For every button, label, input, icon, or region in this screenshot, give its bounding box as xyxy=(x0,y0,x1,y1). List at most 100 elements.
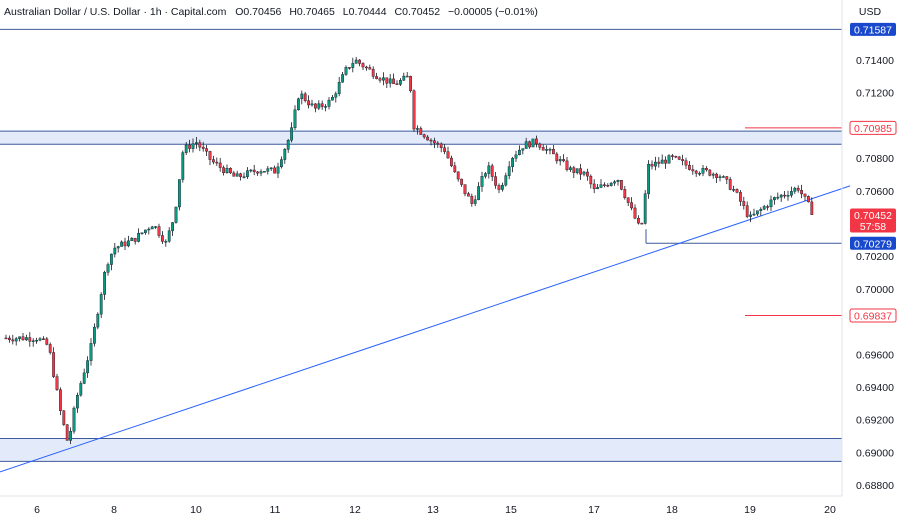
candle-body-73 xyxy=(252,169,256,173)
candle-155 xyxy=(531,138,535,148)
candle-77 xyxy=(266,166,270,175)
candle-body-160 xyxy=(548,148,552,151)
candle-75 xyxy=(259,169,263,177)
candle-100 xyxy=(344,65,348,76)
candle-body-137 xyxy=(470,195,474,204)
candle-body-16 xyxy=(59,389,62,411)
candle-body-177 xyxy=(606,185,610,187)
candle-121 xyxy=(416,125,419,135)
candle-34 xyxy=(120,240,124,247)
time-tick-label-4: 12 xyxy=(349,504,361,516)
candle-body-1 xyxy=(7,337,11,341)
candle-body-148 xyxy=(507,166,511,176)
candle-152 xyxy=(521,148,525,155)
candle-body-187 xyxy=(640,222,644,225)
low-value: 0.70444 xyxy=(349,6,387,18)
candle-body-13 xyxy=(48,344,52,353)
candle-body-142 xyxy=(487,165,491,174)
candle-136 xyxy=(467,191,470,197)
candle-body-113 xyxy=(388,78,392,84)
candle-130 xyxy=(446,146,450,159)
candle-173 xyxy=(592,179,596,194)
candle-128 xyxy=(439,142,443,153)
price-tag-bg-1 xyxy=(849,120,897,135)
candle-body-214 xyxy=(732,189,736,191)
candle-174 xyxy=(596,184,600,190)
candle-body-124 xyxy=(426,136,429,141)
candle-body-155 xyxy=(531,138,535,148)
candle-1 xyxy=(7,335,11,343)
candle-body-37 xyxy=(130,237,134,242)
candle-body-17 xyxy=(62,410,66,425)
candle-body-131 xyxy=(450,157,453,167)
candle-body-48 xyxy=(167,230,171,242)
price-tag-text-3: 0.70279 xyxy=(854,238,892,250)
candle-54 xyxy=(188,139,191,153)
candle-body-104 xyxy=(358,59,361,64)
price-axis[interactable]: 0.71400 0.71200 0.70800 0.70600 0.70200 0.700… xyxy=(856,55,894,492)
price-tick-label-8: 0.69200 xyxy=(856,415,894,427)
candle-85 xyxy=(293,105,297,131)
candle-body-60 xyxy=(208,151,212,160)
candle-57 xyxy=(198,139,202,152)
candle-body-66 xyxy=(228,168,232,174)
candle-body-216 xyxy=(739,192,742,202)
candle-15 xyxy=(55,373,59,392)
candle-body-29 xyxy=(103,272,107,295)
candle-205 xyxy=(701,165,705,177)
candle-158 xyxy=(541,144,545,151)
price-tag-bg-0 xyxy=(850,22,896,36)
candle-166 xyxy=(569,165,572,173)
candle-body-151 xyxy=(518,149,521,156)
candle-66 xyxy=(228,167,232,175)
candle-25 xyxy=(89,338,93,366)
candle-232 xyxy=(793,186,797,194)
candle-body-219 xyxy=(749,214,753,217)
price-tag-text-0: 0.71587 xyxy=(854,24,892,36)
candle-body-147 xyxy=(504,175,508,186)
candle-body-140 xyxy=(480,176,484,187)
candle-body-134 xyxy=(460,178,463,185)
candle-body-10 xyxy=(38,338,42,341)
candle-body-72 xyxy=(249,169,253,172)
candle-body-188 xyxy=(643,193,647,224)
candle-49 xyxy=(171,222,174,236)
candle-body-77 xyxy=(266,168,270,172)
price-tick-label-5: 0.70000 xyxy=(856,284,894,296)
candle-body-145 xyxy=(497,185,501,190)
candle-body-212 xyxy=(725,176,729,180)
candle-body-32 xyxy=(113,247,117,255)
candle-159 xyxy=(545,145,549,155)
candle-body-208 xyxy=(711,173,715,176)
candle-113 xyxy=(388,74,392,88)
candle-187 xyxy=(640,222,644,225)
time-axis[interactable]: 6 8 10 11 12 13 15 17 18 19 20 xyxy=(34,504,836,516)
candle-13 xyxy=(48,342,52,355)
low-label: L xyxy=(343,6,349,18)
candle-176 xyxy=(603,182,606,188)
lines-layer xyxy=(0,28,851,473)
candle-body-92 xyxy=(317,103,321,109)
candle-body-111 xyxy=(382,77,385,81)
candle-104 xyxy=(358,59,361,67)
candle-4 xyxy=(18,336,21,342)
candle-110 xyxy=(378,76,382,83)
support-resistance-zone-1 xyxy=(0,438,842,462)
candle-146 xyxy=(501,182,504,192)
candle-body-71 xyxy=(245,170,249,177)
candle-217 xyxy=(742,196,746,210)
time-tick-label-5: 13 xyxy=(427,504,439,516)
candle-body-157 xyxy=(538,143,542,148)
candle-177 xyxy=(606,183,610,188)
candle-body-201 xyxy=(688,164,691,170)
high-label: H xyxy=(289,6,297,18)
price-tag-bg-2 xyxy=(850,208,896,233)
candle-70 xyxy=(242,172,246,179)
candle-127 xyxy=(436,140,440,149)
candle-body-105 xyxy=(361,63,365,68)
candle-24 xyxy=(86,356,90,378)
candle-94 xyxy=(324,104,327,112)
candle-149 xyxy=(511,156,514,173)
candle-154 xyxy=(528,140,532,149)
